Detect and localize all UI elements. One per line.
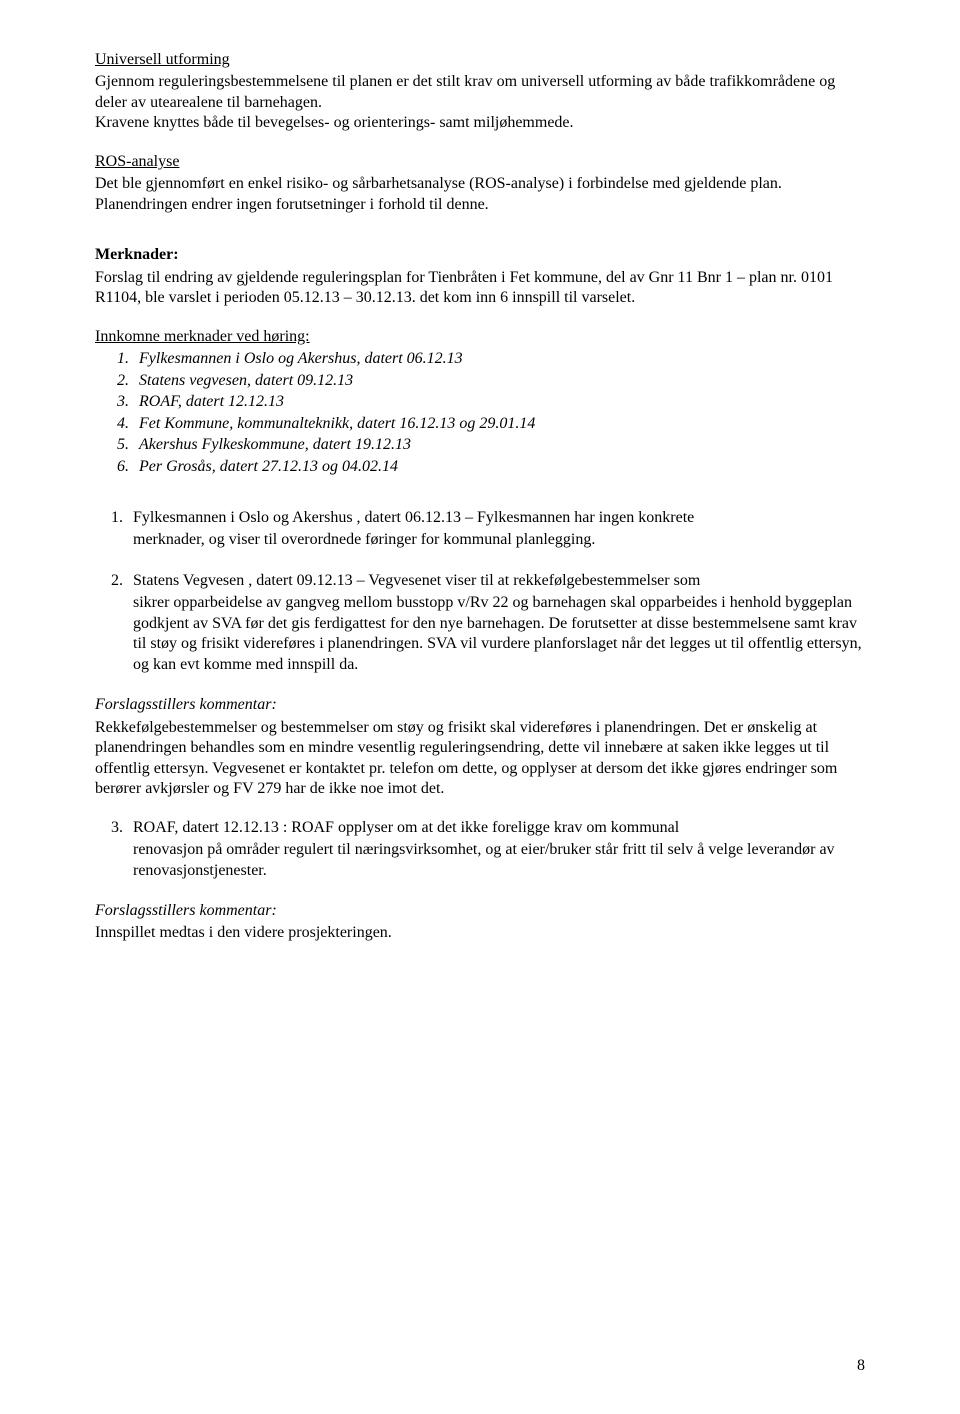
merknad-3-cont: renovasjon på områder regulert til nærin… xyxy=(95,840,865,881)
merknad-lead: Statens Vegvesen , datert 09.12.13 – Veg… xyxy=(133,572,700,589)
para-universell-2: Kravene knyttes både til bevegelses- og … xyxy=(95,113,865,133)
merknad-num: 1. xyxy=(111,508,133,528)
spacer xyxy=(95,215,865,245)
document-page: Universell utforming Gjennom regulerings… xyxy=(0,0,960,1414)
list-item: Fylkesmannen i Oslo og Akershus, datert … xyxy=(133,349,865,369)
heading-forslagsstiller-1: Forslagsstillers kommentar: xyxy=(95,695,865,715)
para-ros-1: Det ble gjennomført en enkel risiko- og … xyxy=(95,174,865,215)
heading-innkomne: Innkomne merknader ved høring: xyxy=(95,327,865,347)
spacer xyxy=(95,309,865,327)
page-number: 8 xyxy=(857,1356,865,1376)
merknad-3: 3.ROAF, datert 12.12.13 : ROAF opplyser … xyxy=(95,818,865,838)
heading-merknader: Merknader: xyxy=(95,245,865,265)
list-item: Per Grosås, datert 27.12.13 og 04.02.14 xyxy=(133,457,865,477)
merknad-2: 2.Statens Vegvesen , datert 09.12.13 – V… xyxy=(95,571,865,591)
list-item: ROAF, datert 12.12.13 xyxy=(133,392,865,412)
merknad-num: 3. xyxy=(111,818,133,838)
merknad-1: 1.Fylkesmannen i Oslo og Akershus , date… xyxy=(95,508,865,528)
para-forslagsstiller-1: Rekkefølgebestemmelser og bestemmelser o… xyxy=(95,718,865,800)
merknad-num: 2. xyxy=(111,571,133,591)
spacer xyxy=(95,134,865,152)
heading-ros: ROS-analyse xyxy=(95,152,865,172)
para-merknader-1: Forslag til endring av gjeldende reguler… xyxy=(95,268,865,309)
merknad-2-cont: sikrer opparbeidelse av gangveg mellom b… xyxy=(95,593,865,675)
spacer xyxy=(95,478,865,508)
list-item: Statens vegvesen, datert 09.12.13 xyxy=(133,371,865,391)
merknad-lead: ROAF, datert 12.12.13 : ROAF opplyser om… xyxy=(133,819,679,836)
merknad-1-cont: merknader, og viser til overordnede føri… xyxy=(95,530,865,550)
spacer xyxy=(95,883,865,901)
merknad-lead: Fylkesmannen i Oslo og Akershus , datert… xyxy=(133,509,694,526)
heading-universell: Universell utforming xyxy=(95,50,865,70)
spacer xyxy=(95,553,865,571)
para-universell-1: Gjennom reguleringsbestemmelsene til pla… xyxy=(95,72,865,113)
heading-forslagsstiller-2: Forslagsstillers kommentar: xyxy=(95,901,865,921)
list-item: Akershus Fylkeskommune, datert 19.12.13 xyxy=(133,435,865,455)
spacer xyxy=(95,677,865,695)
list-innkomne: Fylkesmannen i Oslo og Akershus, datert … xyxy=(95,349,865,477)
spacer xyxy=(95,800,865,818)
list-item: Fet Kommune, kommunalteknikk, datert 16.… xyxy=(133,414,865,434)
para-forslagsstiller-2: Innspillet medtas i den videre prosjekte… xyxy=(95,923,865,943)
